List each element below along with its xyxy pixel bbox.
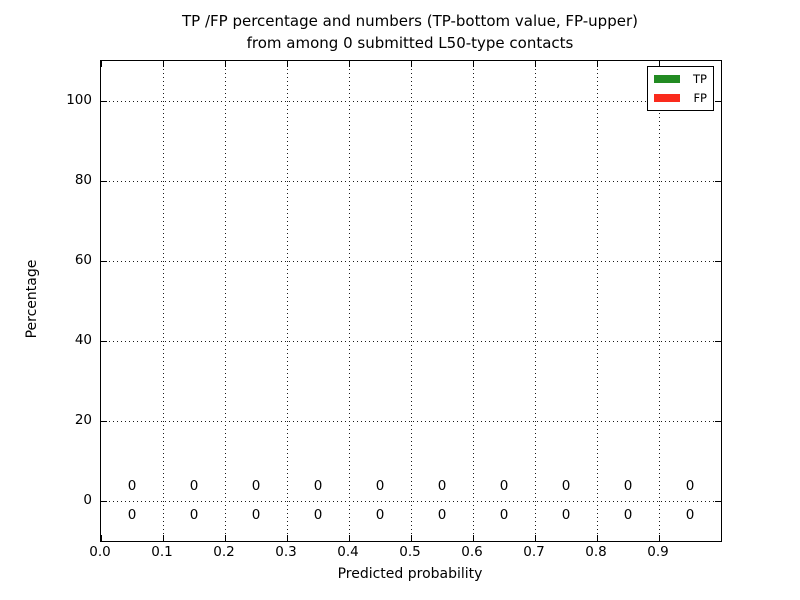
x-tick-top xyxy=(658,61,660,67)
tp-value-label: 0 xyxy=(313,507,323,523)
v-gridline xyxy=(473,61,474,541)
chart-title-line-2: from among 0 submitted L50-type contacts xyxy=(246,34,574,52)
legend-label-tp: TP xyxy=(693,72,707,87)
x-tick-top xyxy=(224,61,226,67)
y-tick-left xyxy=(101,180,107,182)
y-tick-right xyxy=(715,260,721,262)
fp-value-label: 0 xyxy=(685,478,695,494)
x-tick-top xyxy=(286,61,288,67)
y-tick-left xyxy=(101,260,107,262)
legend-label-fp: FP xyxy=(693,90,707,105)
x-tick-top xyxy=(162,61,164,67)
y-tick-right xyxy=(715,340,721,342)
legend-swatch-tp xyxy=(654,75,680,84)
v-gridline xyxy=(535,61,536,541)
v-gridline xyxy=(597,61,598,541)
x-tick-top xyxy=(472,61,474,67)
y-tick-right xyxy=(715,420,721,422)
tp-value-label: 0 xyxy=(437,507,447,523)
fp-value-label: 0 xyxy=(499,478,509,494)
fp-value-label: 0 xyxy=(437,478,447,494)
x-tick-label: 0.1 xyxy=(151,544,173,560)
fp-value-label: 0 xyxy=(189,478,199,494)
fp-value-label: 0 xyxy=(251,478,261,494)
fp-value-label: 0 xyxy=(623,478,633,494)
x-tick-bottom xyxy=(596,535,598,541)
x-tick-label: 0.2 xyxy=(213,544,235,560)
y-tick-right xyxy=(715,500,721,502)
x-tick-bottom xyxy=(224,535,226,541)
x-tick-top xyxy=(410,61,412,67)
v-gridline xyxy=(287,61,288,541)
x-tick-bottom xyxy=(162,535,164,541)
y-tick-label: 20 xyxy=(74,412,92,428)
x-tick-bottom xyxy=(410,535,412,541)
x-tick-bottom xyxy=(286,535,288,541)
tp-value-label: 0 xyxy=(375,507,385,523)
y-tick-right xyxy=(715,180,721,182)
tp-value-label: 0 xyxy=(561,507,571,523)
tp-value-label: 0 xyxy=(251,507,261,523)
x-tick-top xyxy=(348,61,350,67)
legend-swatch-fp xyxy=(654,93,680,102)
chart-title-line-1: TP /FP percentage and numbers (TP-bottom… xyxy=(182,12,638,30)
fp-value-label: 0 xyxy=(561,478,571,494)
y-tick-left xyxy=(101,100,107,102)
legend-row-fp: FP xyxy=(654,92,707,104)
x-tick-label: 0.8 xyxy=(585,544,607,560)
x-tick-bottom xyxy=(534,535,536,541)
x-tick-label: 0.5 xyxy=(399,544,421,560)
v-gridline xyxy=(225,61,226,541)
x-tick-bottom xyxy=(348,535,350,541)
tp-value-label: 0 xyxy=(623,507,633,523)
x-tick-top xyxy=(100,61,102,67)
x-tick-bottom xyxy=(100,535,102,541)
tp-value-label: 0 xyxy=(685,507,695,523)
tp-value-label: 0 xyxy=(189,507,199,523)
y-tick-left xyxy=(101,420,107,422)
y-tick-label: 80 xyxy=(74,172,92,188)
x-tick-top xyxy=(534,61,536,67)
v-gridline xyxy=(659,61,660,541)
y-tick-label: 0 xyxy=(83,492,92,508)
y-tick-left xyxy=(101,340,107,342)
x-axis-label: Predicted probability xyxy=(337,566,483,582)
x-tick-label: 0.4 xyxy=(337,544,359,560)
x-tick-label: 0.7 xyxy=(523,544,545,560)
legend: TP FP xyxy=(647,66,714,111)
fp-value-label: 0 xyxy=(375,478,385,494)
v-gridline xyxy=(349,61,350,541)
y-tick-label: 40 xyxy=(74,332,92,348)
fp-value-label: 0 xyxy=(127,478,137,494)
y-tick-left xyxy=(101,500,107,502)
v-gridline xyxy=(163,61,164,541)
x-tick-bottom xyxy=(658,535,660,541)
y-tick-right xyxy=(715,100,721,102)
plot-area: 0 0 0 0 0 0 0 0 0 0 0 0 0 0 0 0 0 0 0 0 xyxy=(100,60,722,542)
y-tick-label: 100 xyxy=(66,92,92,108)
v-gridline xyxy=(411,61,412,541)
legend-row-tp: TP xyxy=(654,73,707,85)
tp-value-label: 0 xyxy=(127,507,137,523)
x-tick-bottom xyxy=(472,535,474,541)
fp-value-label: 0 xyxy=(313,478,323,494)
y-tick-label: 60 xyxy=(74,252,92,268)
x-tick-label: 0.3 xyxy=(275,544,297,560)
x-tick-top xyxy=(596,61,598,67)
x-tick-label: 0.6 xyxy=(461,544,483,560)
tp-value-label: 0 xyxy=(499,507,509,523)
x-tick-label: 0.9 xyxy=(647,544,669,560)
x-tick-label: 0.0 xyxy=(89,544,111,560)
